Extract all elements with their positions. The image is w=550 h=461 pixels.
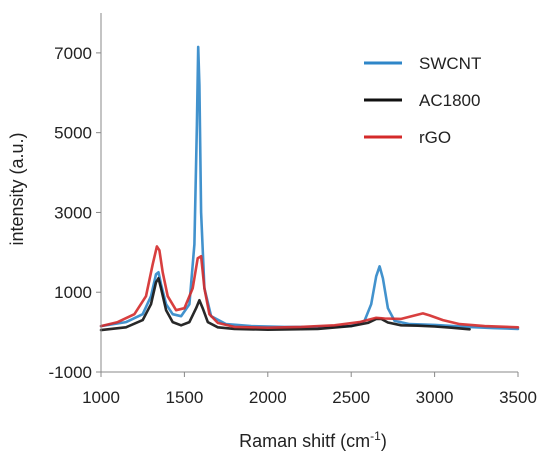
- x-tick-label: 2500: [332, 388, 370, 407]
- y-tick-label: -1000: [49, 363, 92, 382]
- series-line-rgo: [99, 245, 520, 330]
- x-axis-label: Raman shitf (cm-1): [239, 429, 387, 451]
- x-axis-label-superscript: -1: [370, 429, 381, 443]
- x-tick-label: 3500: [499, 388, 537, 407]
- series-line-swcnt: [99, 45, 520, 331]
- x-tick-label: 3000: [416, 388, 454, 407]
- legend: SWCNT AC1800 rGO: [364, 54, 481, 147]
- axes-layer: [100, 13, 518, 373]
- series-line-ac1800: [99, 276, 471, 332]
- y-axis-label: intensity (a.u.): [7, 132, 27, 245]
- y-tick-label: 7000: [54, 44, 92, 63]
- legend-label-ac1800: AC1800: [419, 91, 480, 110]
- x-axis-label-main: Raman shitf (cm: [239, 431, 370, 451]
- x-axis-ticks: 1000 1500 2000 2500 3000 3500: [82, 372, 537, 407]
- y-tick-label: 5000: [54, 124, 92, 143]
- legend-label-rgo: rGO: [419, 128, 451, 147]
- y-tick-label: 3000: [54, 203, 92, 222]
- x-axis-label-suffix: ): [381, 431, 387, 451]
- y-tick-label: 1000: [54, 283, 92, 302]
- series-layer: [99, 45, 520, 332]
- legend-label-swcnt: SWCNT: [419, 54, 481, 73]
- y-axis-ticks: -1000 1000 3000 5000 7000: [49, 44, 101, 382]
- x-tick-label: 2000: [249, 388, 287, 407]
- x-tick-label: 1000: [82, 388, 120, 407]
- x-tick-label: 1500: [165, 388, 203, 407]
